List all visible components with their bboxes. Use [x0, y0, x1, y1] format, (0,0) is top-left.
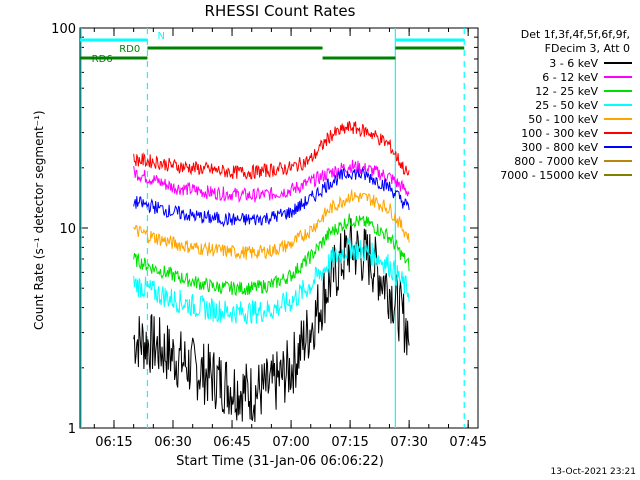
x-tick-label: 07:15: [331, 435, 368, 450]
legend-entry: 800 - 7000 keV: [470, 154, 636, 168]
legend-entry: 300 - 800 keV: [470, 140, 636, 154]
legend-entry: 7000 - 15000 keV: [470, 168, 636, 182]
x-tick-label: 06:45: [213, 435, 250, 450]
series-line: [133, 167, 410, 228]
x-tick-label: 07:30: [390, 435, 427, 450]
y-tick-label: 10: [59, 222, 76, 237]
footer-timestamp: 13-Oct-2021 23:21: [550, 467, 636, 477]
legend-entry-label: 800 - 7000 keV: [514, 154, 598, 168]
legend-entries: 3 - 6 keV 6 - 12 keV 12 - 25 keV 25 - 50 ke…: [470, 56, 636, 182]
legend-entry: 100 - 300 keV: [470, 126, 636, 140]
x-tick-label: 07:45: [449, 435, 486, 450]
legend-entry: 25 - 50 keV: [470, 98, 636, 112]
series-line: [133, 159, 410, 204]
series-line: [133, 236, 410, 325]
y-tick-label: 100: [51, 22, 76, 37]
legend-swatch: [604, 90, 632, 92]
legend-swatch: [604, 160, 632, 162]
legend-swatch: [604, 104, 632, 106]
legend-title-line-1: Det 1f,3f,4f,5f,6f,9f,: [520, 28, 630, 41]
chart-title: RHESSI Count Rates: [204, 2, 356, 20]
x-axis-label: Start Time (31-Jan-06 06:06:22): [176, 454, 384, 469]
x-tick-label: 06:15: [95, 435, 132, 450]
legend-entry: 3 - 6 keV: [470, 56, 636, 70]
legend-swatch: [604, 132, 632, 134]
legend-entry: 50 - 100 keV: [470, 112, 636, 126]
series-line: [133, 120, 410, 180]
y-tick-label: 1: [68, 422, 76, 437]
series-line: [133, 218, 410, 423]
y-axis-label: Count Rate (s⁻¹ detector segment⁻¹): [32, 110, 46, 330]
legend-entry-label: 7000 - 15000 keV: [500, 168, 598, 182]
legend-swatch: [604, 146, 632, 148]
series-line: [133, 189, 410, 260]
legend-entry-label: 50 - 100 keV: [528, 112, 598, 126]
legend-swatch: [604, 174, 632, 176]
x-tick-label: 07:00: [272, 435, 309, 450]
x-tick-label: 06:30: [154, 435, 191, 450]
legend-entry: 6 - 12 keV: [470, 70, 636, 84]
legend-swatch: [604, 62, 632, 64]
legend-entry-label: 3 - 6 keV: [549, 56, 598, 70]
series-line: [133, 213, 410, 297]
legend-entry-label: 300 - 800 keV: [521, 140, 598, 154]
legend-entry-label: 6 - 12 keV: [542, 70, 598, 84]
legend-entry: 12 - 25 keV: [470, 84, 636, 98]
legend-entry-label: 12 - 25 keV: [535, 84, 598, 98]
legend-entry-label: 100 - 300 keV: [521, 126, 598, 140]
legend-swatch: [604, 76, 632, 78]
state-label-rd6: RD6: [92, 54, 113, 65]
legend: Det 1f,3f,4f,5f,6f,9f, FDecim 3, Att 0 3…: [470, 28, 636, 182]
state-label-n: N: [157, 31, 164, 42]
legend-entry-label: 25 - 50 keV: [535, 98, 598, 112]
state-label-rd0: RD0: [119, 44, 140, 55]
legend-swatch: [604, 118, 632, 120]
legend-title-line-2: FDecim 3, Att 0: [544, 42, 630, 55]
